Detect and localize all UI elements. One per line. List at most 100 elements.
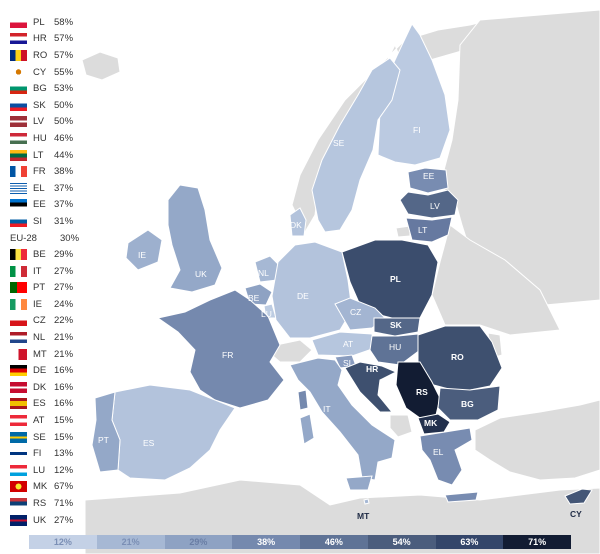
hr-flag-icon — [10, 33, 27, 45]
es-flag-icon — [10, 398, 27, 410]
map-label-be: BE — [248, 293, 260, 303]
legend-percent: 46% — [54, 132, 74, 144]
hu-flag-icon — [10, 132, 27, 144]
legend-row: IE 24% — [10, 296, 90, 313]
legend-percent: 21% — [54, 348, 74, 360]
map-label-fr: FR — [222, 350, 233, 360]
legend-row: SE 15% — [10, 429, 90, 446]
color-scale-step: 71% — [503, 535, 571, 549]
legend-percent: 53% — [54, 83, 74, 95]
legend-row: SI 31% — [10, 213, 90, 230]
country-de — [271, 241, 353, 339]
legend-percent: 37% — [54, 199, 74, 211]
legend-row: EU-28 30% — [10, 230, 90, 247]
legend-percent: 58% — [54, 16, 74, 28]
country-se — [311, 57, 401, 233]
map-label-se: SE — [333, 138, 345, 148]
legend-code: SK — [33, 99, 46, 111]
legend-row: EE 37% — [10, 197, 90, 214]
legend-row: EL 37% — [10, 180, 90, 197]
map-label-sk: SK — [390, 320, 403, 330]
legend-percent: 50% — [54, 99, 74, 111]
map-label-mk: MK — [424, 418, 438, 428]
map-label-lt: LT — [418, 225, 427, 235]
legend-row: LT 44% — [10, 147, 90, 164]
legend-percent: 67% — [54, 481, 74, 493]
map-label-el: EL — [433, 447, 444, 457]
legend-code: RO — [33, 49, 48, 61]
legend-code: SE — [33, 431, 46, 443]
country-uk — [167, 184, 223, 293]
country-it-sicily — [345, 475, 373, 491]
legend-row: AT 15% — [10, 412, 90, 429]
ro-flag-icon — [10, 49, 27, 61]
legend-row: IT 27% — [10, 263, 90, 280]
pt-flag-icon — [10, 282, 27, 294]
be-flag-icon — [10, 249, 27, 261]
legend-code: SI — [33, 215, 42, 227]
map-label-hr: HR — [366, 364, 378, 374]
country-ie — [125, 229, 163, 271]
map-label-mt: MT — [357, 511, 370, 521]
map-label-lv: LV — [430, 201, 440, 211]
nl-flag-icon — [10, 332, 27, 344]
legend-row: MK 67% — [10, 479, 90, 496]
legend-percent: 13% — [54, 448, 74, 460]
legend-row: DK 16% — [10, 379, 90, 396]
legend-percent: 16% — [54, 365, 74, 377]
legend-percent: 15% — [54, 431, 74, 443]
se-flag-icon — [10, 431, 27, 443]
legend-percent: 16% — [54, 381, 74, 393]
map-label-cy: CY — [570, 509, 582, 519]
country-lt — [405, 216, 453, 243]
country-mk — [417, 413, 451, 435]
legend-code: EU-28 — [10, 232, 37, 244]
country-it-sardinia — [299, 413, 315, 445]
sk-flag-icon — [10, 99, 27, 111]
map-label-es: ES — [143, 438, 155, 448]
legend-percent: 50% — [54, 116, 74, 128]
legend-code: UK — [33, 514, 47, 526]
legend-percent: 44% — [54, 149, 74, 161]
country-fr — [156, 289, 285, 409]
cz-flag-icon — [10, 315, 27, 327]
ie-flag-icon — [10, 298, 27, 310]
map-label-it: IT — [323, 404, 331, 414]
color-scale-step: 46% — [300, 535, 368, 549]
de-flag-icon — [10, 365, 27, 377]
legend-code: AT — [33, 415, 45, 427]
legend-code: RS — [33, 498, 47, 510]
color-scale-step: 63% — [435, 535, 504, 549]
legend-percent: 27% — [54, 282, 74, 294]
legend-code: MT — [33, 348, 47, 360]
fr-flag-icon — [10, 166, 27, 178]
legend-percent: 16% — [54, 398, 74, 410]
legend-row: BG 53% — [10, 80, 90, 97]
legend-row: RS 71% — [10, 495, 90, 512]
color-scale-step: 29% — [164, 535, 233, 549]
rs-flag-icon — [10, 498, 27, 510]
legend-code: DE — [33, 365, 47, 377]
legend-row: CZ 22% — [10, 313, 90, 330]
country-it — [289, 357, 396, 481]
legend-code: LU — [33, 464, 46, 476]
legend-row: UK 27% — [10, 512, 90, 529]
dk-flag-icon — [10, 381, 27, 393]
legend-row: FI 13% — [10, 445, 90, 462]
map-label-lu: LU — [261, 309, 272, 319]
uk-flag-icon — [10, 514, 27, 526]
legend-code: FR — [33, 166, 46, 178]
legend-row: MT 21% — [10, 346, 90, 363]
legend-code: PT — [33, 282, 46, 294]
at-flag-icon — [10, 415, 27, 427]
legend-row: RO 57% — [10, 47, 90, 64]
legend-percent: 12% — [54, 464, 74, 476]
legend-percent: 27% — [54, 265, 74, 277]
lt-flag-icon — [10, 149, 27, 161]
color-scale-step: 38% — [232, 535, 300, 549]
legend-code: DK — [33, 381, 47, 393]
legend-percent: 57% — [54, 33, 74, 45]
map-label-dk: DK — [290, 220, 302, 230]
map-label-ro: RO — [451, 352, 464, 362]
legend-code: IT — [33, 265, 42, 277]
